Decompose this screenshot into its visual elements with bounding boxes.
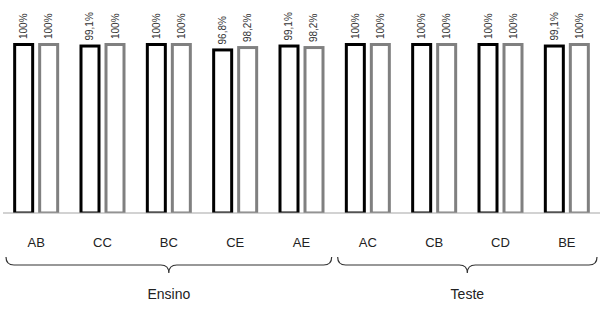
data-label: 100% [18,13,29,39]
group-label: Teste [451,286,485,302]
category-label: CB [425,235,443,250]
bar [545,46,563,213]
data-label: 100% [483,13,494,39]
category-label: CD [491,235,510,250]
group-bracket [338,257,597,273]
bar [214,50,232,213]
data-label: 100% [508,13,519,39]
bar [438,45,456,214]
data-label: 100% [350,13,361,39]
category-label: AE [293,235,311,250]
data-label: 99,1% [549,12,560,40]
data-label: 99,1% [85,12,96,40]
data-label: 96,8% [217,16,228,44]
baseline [3,212,600,213]
category-label: AB [27,235,44,250]
group-bracket [6,257,332,273]
chart-container: 100% 99,1% 100% 96,8% 99,1% 100% 100% 100% 99,1%… [0,0,606,310]
category-label: CE [226,235,244,250]
data-label: 100% [375,13,386,39]
bar [81,46,99,213]
bar [106,45,124,214]
bar [504,45,522,214]
bar [570,45,588,214]
chart-svg: 100% 99,1% 100% 96,8% 99,1% 100% 100% 100% 99,1%… [0,0,606,310]
data-label: 100% [151,13,162,39]
data-label: 98,2% [309,14,320,42]
data-label: 100% [574,13,585,39]
bar [346,45,364,214]
data-labels: 100% 99,1% 100% 96,8% 99,1% 100% 100% 100% 99,1%… [18,12,585,44]
bar [371,45,389,214]
data-label: 100% [416,13,427,39]
bar [413,45,431,214]
data-label: 99,1% [284,12,295,40]
category-label: BC [160,235,178,250]
data-label: 98,2% [242,14,253,42]
category-label: AC [359,235,377,250]
bar [15,45,33,214]
bar [147,45,165,214]
bar [239,48,257,213]
data-label: 100% [176,13,187,39]
bar [40,45,58,214]
bars [15,45,589,214]
category-label: BE [558,235,576,250]
bar [172,45,190,214]
data-label: 100% [43,13,54,39]
data-label: 100% [441,13,452,39]
data-label: 100% [110,13,121,39]
bar [479,45,497,214]
bar [305,48,323,213]
bar [280,46,298,213]
category-label: CC [93,235,112,250]
group-label: Ensino [147,286,190,302]
